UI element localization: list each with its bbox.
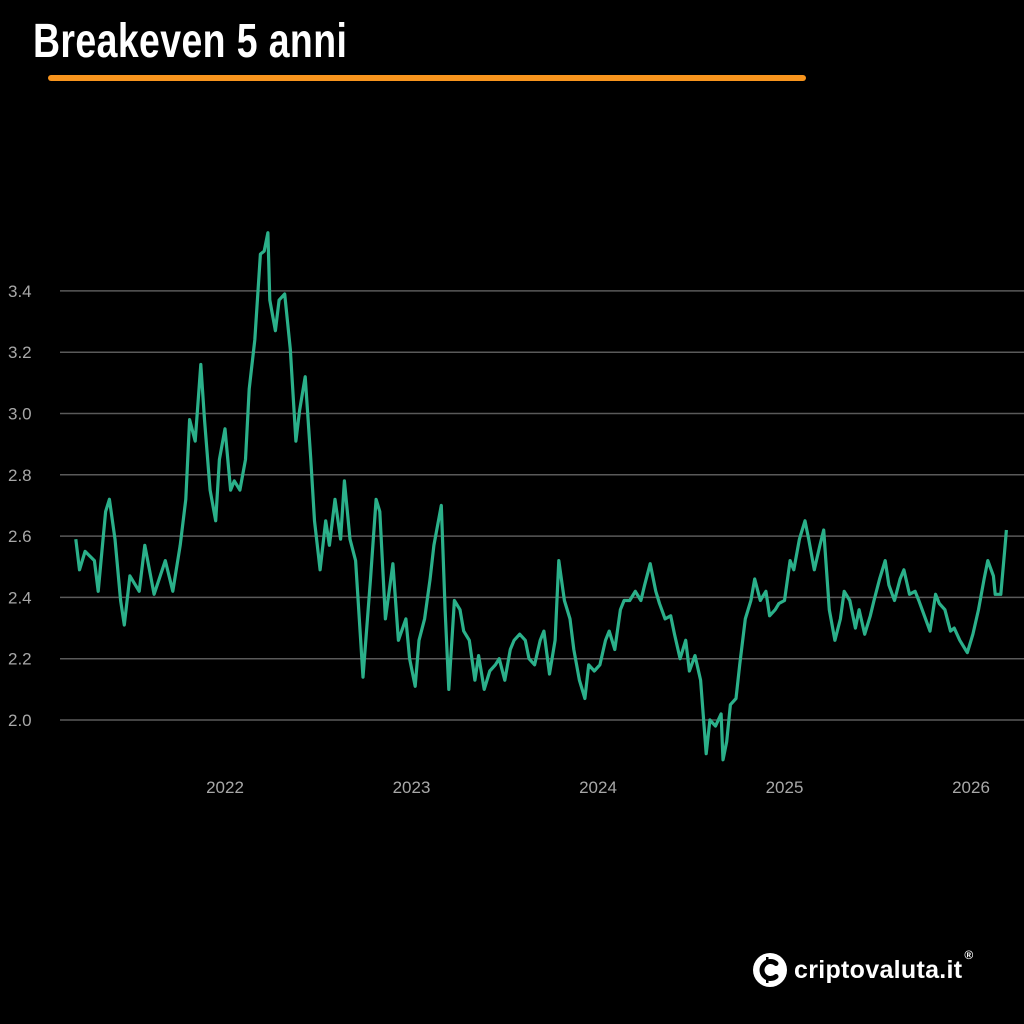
brand-name: criptovaluta.it® bbox=[794, 948, 974, 985]
x-tick-label: 2026 bbox=[952, 778, 990, 797]
x-tick-label: 2022 bbox=[206, 778, 244, 797]
title-underline bbox=[48, 75, 806, 81]
y-tick-label: 2.6 bbox=[8, 527, 32, 546]
series-group bbox=[74, 231, 1008, 762]
gridlines bbox=[60, 290, 1024, 721]
x-axis-ticks: 2022 2023 2024 2025 2026 bbox=[206, 778, 990, 797]
chart-title: Breakeven 5 anni bbox=[33, 15, 348, 68]
x-tick-label: 2024 bbox=[579, 778, 617, 797]
y-tick-label: 2.0 bbox=[8, 711, 32, 730]
y-tick-label: 2.4 bbox=[8, 588, 32, 607]
bitcoin-c-logo-icon bbox=[753, 953, 787, 987]
brand-name-text: criptovaluta.it bbox=[794, 955, 963, 984]
y-tick-label: 2.8 bbox=[8, 466, 32, 485]
brand-logo: criptovaluta.it® bbox=[752, 948, 974, 988]
y-tick-label: 2.2 bbox=[8, 650, 32, 669]
registered-mark: ® bbox=[964, 947, 974, 962]
x-tick-label: 2025 bbox=[766, 778, 804, 797]
x-tick-label: 2023 bbox=[393, 778, 431, 797]
y-tick-label: 3.4 bbox=[8, 282, 32, 301]
y-tick-label: 3.0 bbox=[8, 405, 32, 424]
y-tick-label: 3.2 bbox=[8, 343, 32, 362]
y-axis-ticks: 2.0 2.2 2.4 2.6 2.8 3.0 3.2 3.4 bbox=[8, 282, 32, 730]
series-line bbox=[74, 231, 1008, 762]
